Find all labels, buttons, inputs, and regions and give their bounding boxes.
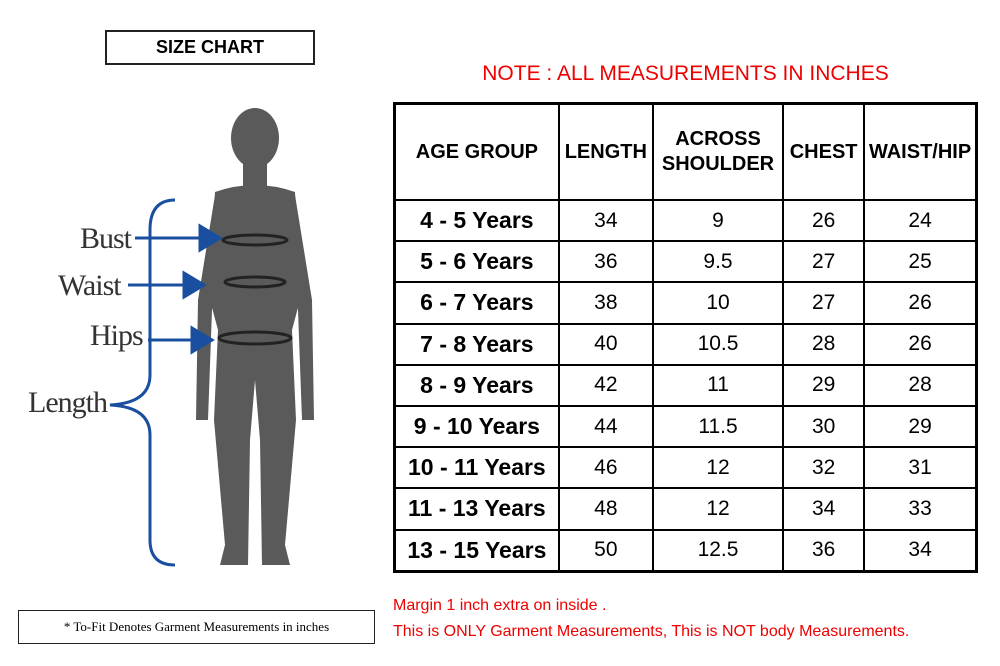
measurement: 26 xyxy=(863,281,978,325)
column-header: AGE GROUP xyxy=(393,102,560,201)
measurement: 48 xyxy=(557,487,654,531)
arrows xyxy=(128,223,223,355)
table-row: 7 - 8 Years 40 10.5 28 26 xyxy=(393,322,978,366)
measurement: 34 xyxy=(557,198,654,243)
measurement: 34 xyxy=(782,487,866,531)
age-group: 8 - 9 Years xyxy=(393,363,560,407)
measurement: 36 xyxy=(557,240,654,284)
body-label: Waist xyxy=(58,269,122,302)
age-group: 6 - 7 Years xyxy=(393,281,560,325)
age-group: 10 - 11 Years xyxy=(393,446,560,490)
measurement: 36 xyxy=(782,528,866,573)
figure: Bust Waist Hips Length xyxy=(28,108,314,567)
table-row: 11 - 13 Years 48 12 34 33 xyxy=(393,487,978,531)
table-row: 6 - 7 Years 38 10 27 26 xyxy=(393,281,978,325)
column-header: ACROSS SHOULDER xyxy=(651,102,785,201)
remark: This is ONLY Garment Measurements, This … xyxy=(393,623,910,640)
table-row: 8 - 9 Years 42 11 29 28 xyxy=(393,363,978,407)
measurement: 30 xyxy=(782,404,866,449)
age-group: 5 - 6 Years xyxy=(393,240,560,284)
measurement: 28 xyxy=(863,363,978,407)
table-row: 10 - 11 Years 46 12 32 31 xyxy=(393,446,978,490)
measurement: 42 xyxy=(557,363,654,407)
age-group: 13 - 15 Years xyxy=(393,528,560,573)
measurement: 27 xyxy=(782,240,866,284)
measurement: 10.5 xyxy=(651,322,785,366)
column-header: CHEST xyxy=(782,102,866,201)
age-group: 11 - 13 Years xyxy=(393,487,560,531)
measurement: 12.5 xyxy=(651,528,785,573)
measurement: 9.5 xyxy=(651,240,785,284)
length-brace xyxy=(109,198,176,567)
measurement: 9 xyxy=(651,198,785,243)
measurement: 25 xyxy=(863,240,978,284)
age-group: 4 - 5 Years xyxy=(393,198,560,243)
age-group: 7 - 8 Years xyxy=(393,322,560,366)
table-row: 4 - 5 Years 34 9 26 24 xyxy=(393,198,978,243)
measurement: 29 xyxy=(863,404,978,449)
measurement: 11 xyxy=(651,363,785,407)
measurement: 26 xyxy=(782,198,866,243)
size-table: AGE GROUP LENGTH ACROSS SHOULDER CHEST WAIST… xyxy=(393,102,978,573)
body-label: Bust xyxy=(80,222,133,255)
measurement: 12 xyxy=(651,446,785,490)
table-row: 13 - 15 Years 50 12.5 36 34 xyxy=(393,528,978,573)
body-label: Length xyxy=(28,386,108,419)
measurement: 28 xyxy=(782,322,866,366)
header-row: AGE GROUP LENGTH ACROSS SHOULDER CHEST WAIST… xyxy=(393,102,978,201)
measurement: 11.5 xyxy=(651,404,785,449)
measurement: 40 xyxy=(557,322,654,366)
age-group: 9 - 10 Years xyxy=(393,404,560,449)
remark: Margin 1 inch extra on inside . xyxy=(393,597,607,614)
measurement: 44 xyxy=(557,404,654,449)
silhouette xyxy=(196,108,314,565)
measurement: 29 xyxy=(782,363,866,407)
measurement: 12 xyxy=(651,487,785,531)
body-label: Hips xyxy=(90,319,143,352)
measurement: 33 xyxy=(863,487,978,531)
note: NOTE : ALL MEASUREMENTS IN INCHES xyxy=(482,62,889,85)
measurement: 10 xyxy=(651,281,785,325)
measurement: 32 xyxy=(782,446,866,490)
measurement: 34 xyxy=(863,528,978,573)
column-header: WAIST/HIP xyxy=(863,102,978,201)
footnote: * To-Fit Denotes Garment Measurements in… xyxy=(18,610,375,644)
measurement: 31 xyxy=(863,446,978,490)
measure-bands xyxy=(217,233,293,346)
table-row: 5 - 6 Years 36 9.5 27 25 xyxy=(393,240,978,284)
size-chart-title: SIZE CHART xyxy=(105,30,315,65)
table-row: 9 - 10 Years 44 11.5 30 29 xyxy=(393,404,978,449)
measurement: 50 xyxy=(557,528,654,573)
measurement: 38 xyxy=(557,281,654,325)
measurement: 24 xyxy=(863,198,978,243)
column-header: LENGTH xyxy=(557,102,654,201)
measurement: 27 xyxy=(782,281,866,325)
measurement: 26 xyxy=(863,322,978,366)
measurement: 46 xyxy=(557,446,654,490)
